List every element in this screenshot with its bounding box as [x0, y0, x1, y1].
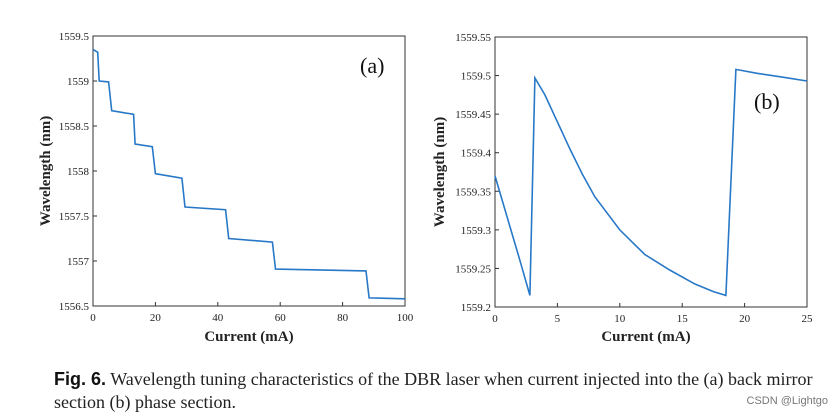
panel-a-x-axis-label: Current (mA)	[204, 329, 293, 345]
panel-b-series-line	[494, 68, 808, 297]
panel-a: 0 20 40 60 80 100 1556.5 1557 1557.5 1558 1558.5 15…	[38, 31, 414, 345]
figure-caption: Fig. 6. Wavelength tuning characteristic…	[54, 368, 824, 414]
panel-a-series-line	[92, 48, 406, 300]
panel-b-x-tick-label: 10	[614, 313, 626, 325]
panel-a-x-tick-label: 100	[397, 312, 414, 324]
panel-b-x-axis-label: Current (mA)	[601, 329, 690, 345]
panel-a-y-tick-label: 1558.5	[59, 121, 90, 133]
panel-b-x-tick-label: 15	[677, 313, 689, 325]
panel-a-y-tick-label: 1558	[67, 166, 90, 178]
panel-a-y-axis-label: Wavelength (nm)	[38, 116, 54, 226]
panel-b-y-tick-label: 1559.3	[461, 225, 492, 237]
panel-b-plot-frame	[494, 36, 808, 308]
panel-a-ticks: 0 20 40 60 80 100 1556.5 1557 1557.5 1558 1558.5 15…	[59, 31, 414, 324]
caption-figure-number: Fig. 6.	[54, 369, 107, 389]
panel-b-label: (b)	[754, 89, 780, 114]
panel-b-x-tick-label: 20	[739, 313, 751, 325]
panel-b-x-tick-label: 0	[492, 313, 498, 325]
panel-b-y-tick-label: 1559.35	[455, 186, 491, 198]
panel-a-x-tick-label: 60	[275, 312, 287, 324]
panel-a-y-tick-label: 1557.5	[59, 211, 90, 223]
panel-b-y-tick-label: 1559.5	[461, 71, 492, 83]
panel-b-y-axis-label: Wavelength (nm)	[432, 117, 448, 227]
panel-b-y-tick-label: 1559.45	[455, 109, 491, 121]
panel-b-y-tick-label: 1559.25	[455, 263, 491, 275]
panel-a-y-tick-label: 1556.5	[59, 301, 90, 313]
panel-b-x-tick-label: 5	[555, 313, 561, 325]
panel-a-y-tick-label: 1559	[67, 76, 90, 88]
panel-b-y-tick-label: 1559.2	[461, 302, 491, 314]
panel-a-y-tick-label: 1557	[67, 256, 90, 268]
panel-a-y-tick-label: 1559.5	[59, 31, 90, 43]
panel-b-x-tick-label: 25	[802, 313, 814, 325]
panel-b-y-tick-label: 1559.4	[461, 148, 492, 160]
panel-a-label: (a)	[360, 53, 384, 78]
panel-b: 0 5 10 15 20 25 1559.2 1559.25 1559.3 1559.35 1559…	[432, 32, 813, 345]
panel-b-ticks: 0 5 10 15 20 25 1559.2 1559.25 1559.3 1559.35 1559…	[455, 32, 813, 325]
panel-a-x-tick-label: 0	[90, 312, 96, 324]
panel-a-x-tick-label: 20	[150, 312, 162, 324]
caption-text: Wavelength tuning characteristics of the…	[54, 369, 813, 412]
panel-b-y-tick-label: 1559.55	[455, 32, 491, 44]
panel-a-plot-frame	[92, 35, 406, 307]
panel-a-x-tick-label: 40	[212, 312, 224, 324]
watermark: CSDN @Lightgo	[746, 395, 828, 407]
panel-a-x-tick-label: 80	[337, 312, 349, 324]
